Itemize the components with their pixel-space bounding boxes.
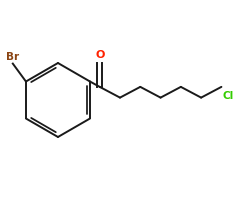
Text: Br: Br (6, 52, 19, 62)
Text: O: O (95, 50, 104, 60)
Text: Cl: Cl (223, 91, 234, 101)
